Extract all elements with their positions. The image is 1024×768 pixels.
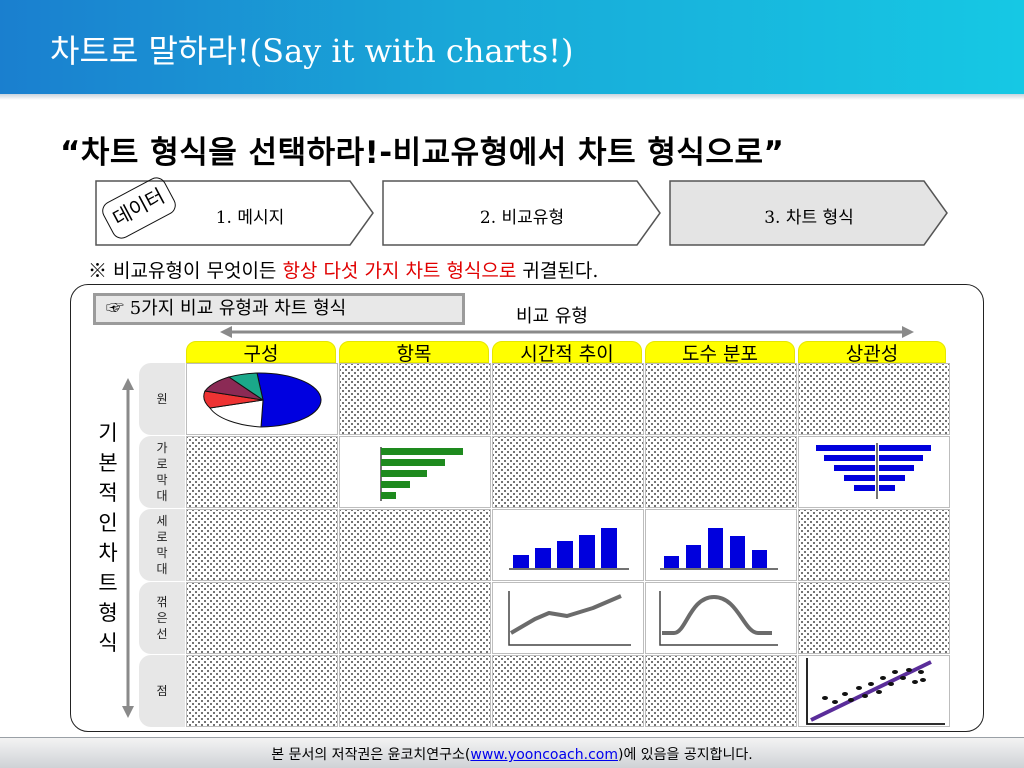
axis-char: 본 bbox=[98, 451, 118, 475]
row-label-char: 원 bbox=[156, 392, 168, 406]
axis-char: 인 bbox=[98, 511, 118, 535]
vertical-double-arrow bbox=[122, 378, 134, 718]
step-label-chart-type: 3. 차트 형식 bbox=[764, 208, 854, 228]
note-text: ※ 비교유형이 무엇이든 항상 다섯 가지 차트 형식으로 귀결된다. bbox=[88, 256, 598, 283]
row-label-char: 대 bbox=[156, 562, 168, 576]
cell-empty bbox=[492, 436, 644, 508]
line-chart-icon bbox=[508, 591, 631, 646]
row-header-line: 꺾 은 선 bbox=[139, 582, 185, 654]
step-arrow-shape bbox=[95, 180, 374, 246]
cell-empty bbox=[645, 436, 797, 508]
slide-subtitle: “차트 형식을 선택하라!-비교유형에서 차트 형식으로” bbox=[60, 135, 785, 171]
cell-scatter-correlation bbox=[798, 655, 950, 727]
cell-empty bbox=[492, 655, 644, 727]
header-banner: 차트로 말하라!(Say it with charts!) bbox=[0, 0, 1024, 94]
histogram-chart-icon bbox=[660, 528, 778, 570]
step-message: 1. 메시지 bbox=[95, 180, 375, 246]
axis-char: 식 bbox=[98, 631, 118, 655]
footer-prefix: 본 문서의 저작권은 윤코치연구소( bbox=[271, 747, 471, 763]
row-label-char: 은 bbox=[156, 611, 168, 625]
step-chart-type: 3. 차트 형식 bbox=[669, 180, 949, 246]
cell-empty bbox=[186, 655, 338, 727]
chart-format-axis-label: 기 본 적 인 차 트 형 식 bbox=[96, 418, 120, 658]
row-label-char: 선 bbox=[156, 627, 168, 641]
cell-empty bbox=[339, 655, 491, 727]
col-header-time-series: 시간적 추이 bbox=[492, 341, 642, 363]
row-header-scatter: 점 bbox=[139, 655, 185, 727]
page-title: 차트로 말하라!(Say it with charts!) bbox=[50, 32, 574, 70]
col-header-composition: 구성 bbox=[186, 341, 336, 363]
row-label-char: 로 bbox=[156, 530, 168, 544]
header-divider bbox=[0, 94, 1024, 100]
distribution-curve-icon bbox=[659, 591, 778, 646]
cell-empty bbox=[339, 582, 491, 654]
copyright-notice: 본 문서의 저작권은 윤코치연구소(www.yooncoach.com)에 있음… bbox=[0, 744, 1024, 764]
row-label-char: 꺾 bbox=[156, 595, 168, 609]
row-label-char: 막 bbox=[156, 473, 168, 487]
cell-pie-composition bbox=[186, 363, 338, 435]
horizontal-double-arrow bbox=[220, 326, 914, 338]
col-header-item: 항목 bbox=[339, 341, 489, 363]
scatter-chart-icon bbox=[806, 658, 945, 725]
cell-empty bbox=[339, 509, 491, 581]
cell-line-frequency bbox=[645, 582, 797, 654]
matrix-frame bbox=[70, 284, 984, 732]
cell-empty bbox=[645, 655, 797, 727]
matrix-legend: ☞ 5가지 비교 유형과 차트 형식 bbox=[93, 293, 465, 325]
row-label-char: 로 bbox=[156, 457, 168, 471]
note-prefix: ※ 비교유형이 무엇이든 bbox=[88, 260, 283, 282]
note-suffix: 귀결된다. bbox=[516, 260, 599, 282]
cell-empty bbox=[339, 363, 491, 435]
cell-empty bbox=[798, 363, 950, 435]
tornado-chart-icon bbox=[816, 443, 931, 499]
footer-bar: 본 문서의 저작권은 윤코치연구소(www.yooncoach.com)에 있음… bbox=[0, 737, 1024, 768]
vertical-bar-chart-icon bbox=[509, 528, 629, 570]
col-header-correlation: 상관성 bbox=[798, 341, 946, 363]
step-label-comparison: 2. 비교유형 bbox=[479, 208, 565, 228]
step-arrow-shape bbox=[382, 180, 661, 246]
row-label-char: 가 bbox=[156, 441, 168, 455]
cell-empty bbox=[186, 436, 338, 508]
col-header-frequency: 도수 분포 bbox=[645, 341, 795, 363]
footer-link[interactable]: www.yooncoach.com bbox=[470, 747, 618, 763]
note-highlight: 항상 다섯 가지 차트 형식으로 bbox=[282, 260, 517, 282]
cell-line-time-series bbox=[492, 582, 644, 654]
cell-empty bbox=[798, 582, 950, 654]
cell-vbar-frequency bbox=[645, 509, 797, 581]
step-arrow-shape bbox=[669, 180, 948, 246]
row-label-char: 점 bbox=[156, 684, 168, 698]
cell-hbar-correlation bbox=[798, 436, 950, 508]
axis-char: 차 bbox=[98, 541, 118, 565]
cell-empty bbox=[645, 363, 797, 435]
axis-char: 적 bbox=[98, 481, 118, 505]
row-label-char: 대 bbox=[156, 489, 168, 503]
row-header-horizontal-bar: 가 로 막 대 bbox=[139, 436, 185, 508]
pie-chart-icon bbox=[203, 372, 322, 428]
horizontal-bar-chart-icon bbox=[380, 447, 463, 501]
comparison-axis-label: 비교 유형 bbox=[516, 306, 588, 327]
cell-empty bbox=[492, 363, 644, 435]
cell-vbar-time-series bbox=[492, 509, 644, 581]
cell-empty bbox=[186, 582, 338, 654]
row-label-char: 막 bbox=[156, 546, 168, 560]
cell-empty bbox=[798, 509, 950, 581]
step-comparison-type: 2. 비교유형 bbox=[382, 180, 662, 246]
cell-empty bbox=[186, 509, 338, 581]
axis-char: 기 bbox=[98, 421, 118, 445]
row-label-char: 세 bbox=[156, 514, 168, 528]
cell-hbar-item bbox=[339, 436, 491, 508]
row-header-vertical-bar: 세 로 막 대 bbox=[139, 509, 185, 581]
axis-char: 트 bbox=[98, 571, 118, 595]
axis-char: 형 bbox=[98, 601, 118, 625]
footer-suffix: )에 있음을 공지합니다. bbox=[617, 747, 753, 763]
step-label-message: 1. 메시지 bbox=[215, 208, 285, 228]
row-header-pie: 원 bbox=[139, 363, 185, 435]
